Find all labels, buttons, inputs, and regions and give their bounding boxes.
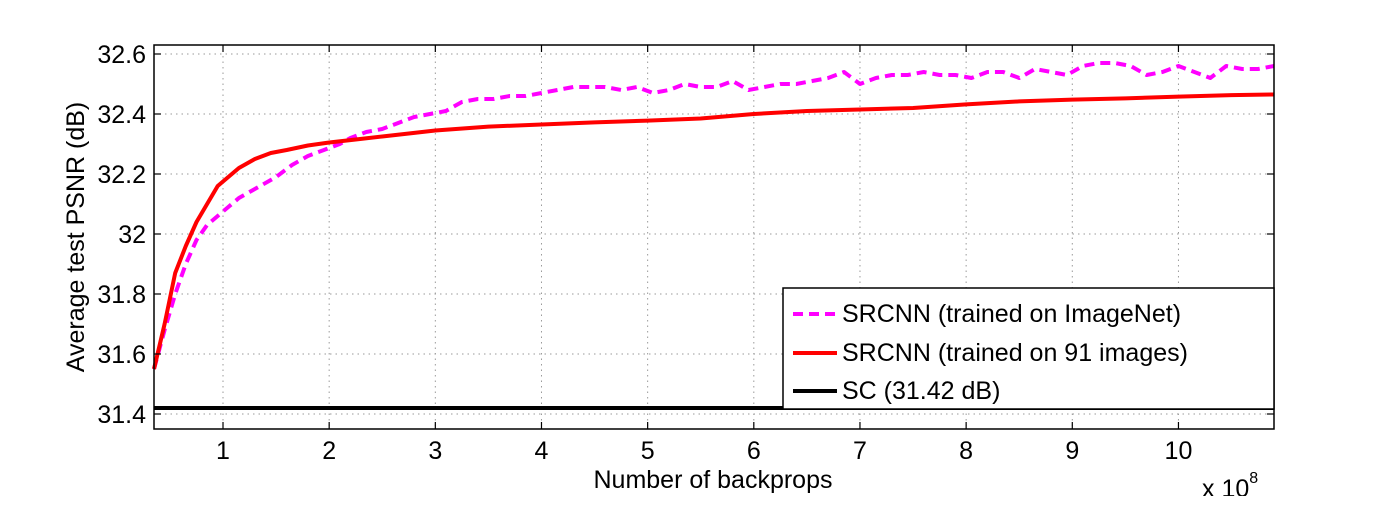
legend-label: SRCNN (trained on 91 images): [842, 339, 1188, 367]
x-axis-multiplier: x 108: [1202, 470, 1258, 496]
y-tick-label: 32.4: [97, 101, 146, 129]
x-tick-label: 1: [216, 437, 230, 465]
y-tick-label: 32.2: [97, 161, 146, 189]
chart: 1 2 3 4 5 6 7 8 9 10 31.4 31.6 31.8 32 32.2 32.4 32.6 Nu…: [0, 0, 1385, 496]
x-tick-label: 4: [535, 437, 549, 465]
legend-label: SC (31.42 dB): [842, 377, 1000, 405]
y-tick-label: 31.4: [97, 401, 146, 429]
y-tick-label: 32.6: [97, 41, 146, 69]
x-axis-multiplier-exponent: 8: [1249, 470, 1258, 487]
legend-label: SRCNN (trained on ImageNet): [842, 300, 1181, 328]
chart-background: [0, 0, 1385, 496]
x-tick-label: 5: [641, 437, 655, 465]
x-tick-label: 7: [853, 437, 867, 465]
y-tick-label: 31.6: [97, 341, 146, 369]
y-tick-label: 31.8: [97, 281, 146, 309]
x-axis-label: Number of backprops: [593, 466, 832, 494]
plot-frame: [153, 44, 1275, 430]
legend-box: [782, 287, 1275, 410]
y-tick-label: 32: [118, 221, 146, 249]
y-axis-label: Average test PSNR (dB): [62, 102, 90, 372]
x-tick-label: 9: [1065, 437, 1079, 465]
x-tick-label: 8: [959, 437, 973, 465]
x-tick-label: 3: [428, 437, 442, 465]
x-tick-label: 2: [322, 437, 336, 465]
series-line-imagenet: [152, 61, 1275, 370]
x-axis-multiplier-base: x 10: [1202, 475, 1249, 496]
legend: SRCNN (trained on ImageNet) SRCNN (traine…: [782, 287, 1275, 410]
x-tick-label: 6: [747, 437, 761, 465]
cropped-caption-text: [0, 496, 1385, 517]
x-tick-label: 10: [1165, 437, 1193, 465]
axis-ticks: 1 2 3 4 5 6 7 8 9 10 31.4 31.6 31.8 32 32.2 32.4 32.6: [97, 41, 1274, 465]
series-line-91-images: [152, 92, 1275, 370]
